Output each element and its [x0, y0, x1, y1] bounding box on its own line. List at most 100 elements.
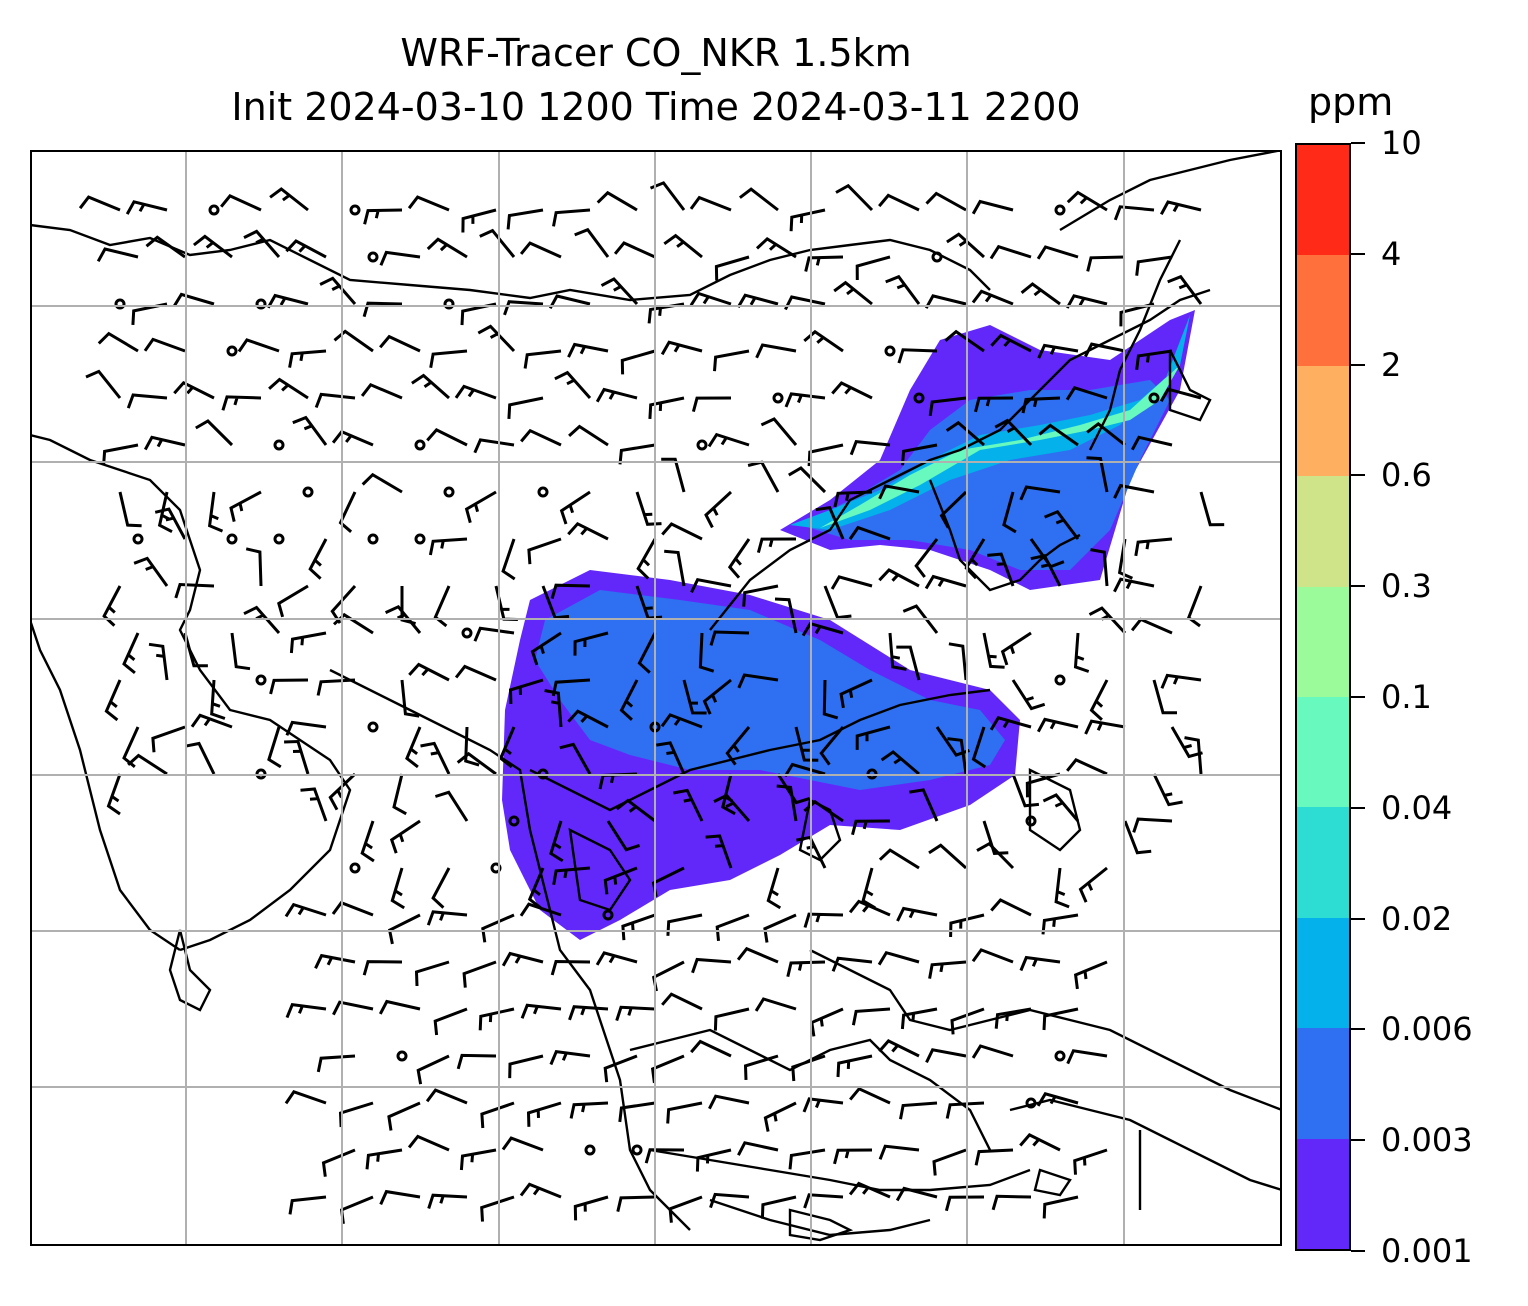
colorbar-tick: [1351, 1250, 1365, 1252]
wind-barb: [1002, 491, 1017, 534]
wind-barb: [698, 632, 715, 673]
wind-barb: [574, 227, 610, 258]
wind-barb: [501, 538, 516, 581]
wind-barb: [725, 726, 751, 766]
colorbar-tick: [1351, 474, 1365, 477]
wind-barb: [971, 1044, 1014, 1059]
wind-barb: [549, 820, 564, 863]
wind-barb: [360, 820, 375, 863]
wind-barb: [426, 237, 468, 259]
wind-barb: [1089, 679, 1109, 721]
wind-barb: [673, 788, 704, 822]
wind-barb: [819, 726, 845, 766]
wind-barb: [928, 960, 967, 979]
wind-barb: [173, 380, 215, 400]
wind-barb: [190, 713, 233, 729]
wind-barb: [648, 396, 685, 419]
wind-barb: [559, 742, 592, 775]
wind-barb: [362, 960, 403, 976]
wind-barb: [737, 673, 779, 689]
wind-barb: [849, 439, 891, 456]
wind-barb: [333, 329, 374, 353]
wind-barb: [784, 392, 826, 408]
wind-barb: [880, 750, 920, 776]
wind-barb: [621, 913, 656, 941]
wind-barb: [330, 584, 357, 624]
wind-barb: [316, 1054, 356, 1073]
wind-barb: [830, 575, 873, 590]
colorbar-segment: [1297, 365, 1349, 477]
wind-barb: [185, 741, 216, 775]
wind-barb: [506, 208, 544, 230]
wind-barb: [736, 946, 779, 964]
calm-wind-circle: [1025, 1097, 1037, 1109]
wind-barb: [1132, 817, 1173, 833]
wind-barb: [416, 1054, 450, 1085]
wind-barb: [1021, 396, 1061, 414]
wind-barb: [1135, 349, 1173, 370]
wind-barb: [596, 190, 638, 212]
wind-barb: [1019, 485, 1061, 501]
wind-barb: [949, 913, 985, 938]
wind-barb: [878, 848, 920, 870]
wind-barb: [462, 960, 497, 988]
wind-barb: [414, 960, 450, 987]
wind-barb: [994, 1007, 1032, 1029]
colorbar-segment: [1297, 1028, 1349, 1139]
wind-barb: [727, 538, 751, 579]
wind-barb: [794, 726, 819, 762]
wind-barb: [1086, 456, 1109, 493]
wind-barb: [804, 255, 844, 272]
wind-barb: [1037, 343, 1079, 359]
wind-barb: [652, 960, 685, 992]
wind-barb: [668, 1195, 703, 1223]
wind-barb: [568, 424, 609, 447]
wind-barb: [379, 334, 421, 353]
colorbar-segment: [1297, 476, 1349, 587]
wind-barb: [569, 1101, 609, 1119]
wind-barb: [702, 678, 732, 715]
map-frame: [30, 150, 1282, 1246]
wind-barb: [1011, 679, 1046, 711]
wind-barb: [878, 1039, 920, 1058]
calm-wind-circle: [273, 439, 285, 451]
wind-barb: [292, 415, 328, 446]
map-title-line-1: WRF-Tracer CO_NKR 1.5km: [400, 31, 912, 75]
wind-barb: [332, 612, 374, 635]
calm-wind-circle: [414, 533, 426, 545]
wind-barb: [269, 678, 309, 695]
wind-barb: [519, 902, 562, 917]
colorbar-tick: [1351, 363, 1365, 366]
colorbar-tick-label: 4: [1381, 234, 1402, 273]
calm-wind-circle: [273, 533, 285, 545]
wind-barb: [948, 642, 968, 681]
wind-barb: [434, 790, 469, 822]
wind-barb: [656, 741, 686, 775]
wind-barb: [1130, 435, 1173, 451]
wind-barb: [407, 1134, 450, 1152]
colorbar-segment: [1297, 1138, 1349, 1249]
wind-barb: [316, 678, 356, 696]
wind-barb: [848, 525, 891, 541]
wind-barb: [400, 679, 420, 718]
wind-barb: [851, 819, 891, 836]
calm-wind-circle: [367, 533, 379, 545]
wind-barb: [815, 506, 845, 540]
colorbar-segment: [1297, 255, 1349, 366]
wind-barb: [878, 1144, 920, 1160]
colorbar-tick: [1351, 1028, 1365, 1031]
calm-wind-circle: [302, 486, 314, 498]
wind-barb: [1019, 1133, 1061, 1152]
wind-barb: [714, 255, 750, 281]
wind-barb: [896, 645, 921, 681]
wind-barb: [429, 349, 468, 369]
tracer-plume: [502, 310, 1195, 940]
wind-barb: [1130, 617, 1173, 635]
wind-barb: [480, 1101, 515, 1129]
wind-barb: [836, 1054, 873, 1078]
calm-wind-circle: [132, 533, 144, 545]
wind-barb: [935, 726, 970, 757]
wind-barb: [946, 232, 986, 259]
wind-barb: [1019, 955, 1061, 972]
wind-barb: [661, 522, 703, 541]
